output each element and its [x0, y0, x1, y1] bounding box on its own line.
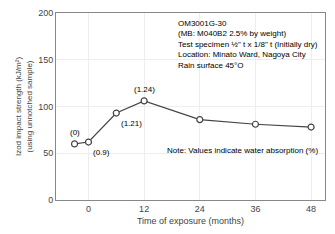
svg-text:36: 36 — [250, 204, 260, 214]
svg-text:(1.21): (1.21) — [121, 119, 142, 128]
svg-text:OM3001G-30(MB: M040B2 2.5% by: OM3001G-30(MB: M040B2 2.5% by weight)Tes… — [178, 19, 318, 70]
svg-text:24: 24 — [195, 204, 205, 214]
svg-text:Izod impact strength (kJ/m²)(u: Izod impact strength (kJ/m²)(using unnot… — [14, 57, 33, 156]
svg-text:(0.9): (0.9) — [93, 148, 110, 157]
svg-text:200: 200 — [38, 8, 53, 18]
svg-text:Time of exposure (months): Time of exposure (months) — [137, 216, 244, 226]
svg-text:50: 50 — [43, 148, 53, 158]
svg-text:Note: Values indicate water ab: Note: Values indicate water absorption (… — [167, 146, 318, 155]
svg-text:0: 0 — [86, 204, 91, 214]
svg-text:12: 12 — [139, 204, 149, 214]
svg-text:100: 100 — [38, 102, 53, 112]
svg-text:48: 48 — [306, 204, 316, 214]
svg-text:(1.24): (1.24) — [134, 85, 155, 94]
svg-text:150: 150 — [38, 55, 53, 65]
svg-text:0: 0 — [48, 195, 53, 205]
svg-text:(0): (0) — [70, 128, 80, 137]
